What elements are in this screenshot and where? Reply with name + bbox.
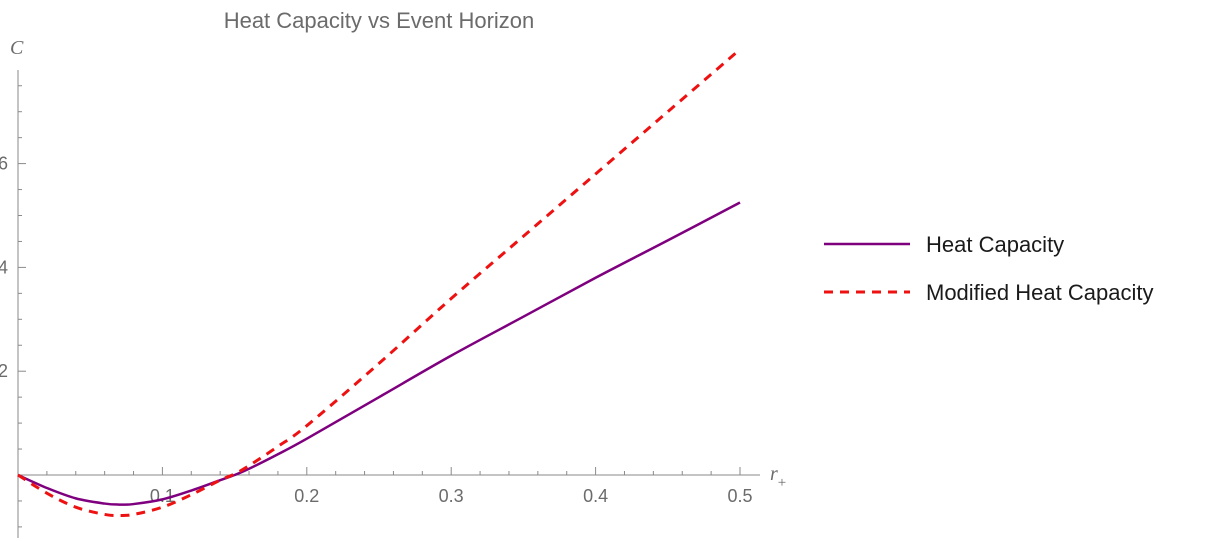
x-axis-label-main: r <box>770 463 778 485</box>
tick-marks <box>18 85 741 528</box>
x-tick-label: 0.2 <box>294 486 319 506</box>
x-axis-label: r+ <box>770 463 786 491</box>
axes <box>17 70 760 538</box>
y-tick-label: 4 <box>0 257 8 277</box>
modified-heat-capacity-line <box>17 48 741 518</box>
y-tick-label: 2 <box>0 361 8 381</box>
x-tick-label: 0.5 <box>727 486 752 506</box>
chart-title: Heat Capacity vs Event Horizon <box>224 8 535 33</box>
y-tick-label: 6 <box>0 154 8 174</box>
x-tick-label: 0.4 <box>583 486 608 506</box>
series-lines <box>17 48 741 518</box>
legend-label: Heat Capacity <box>926 232 1064 257</box>
x-axis-label-subscript: + <box>778 475 786 491</box>
heat-capacity-line <box>17 201 741 506</box>
legend-label: Modified Heat Capacity <box>926 280 1153 305</box>
x-tick-label: 0.3 <box>439 486 464 506</box>
legend: Heat Capacity Modified Heat Capacity <box>824 232 1153 305</box>
y-axis-label: C <box>10 37 24 59</box>
